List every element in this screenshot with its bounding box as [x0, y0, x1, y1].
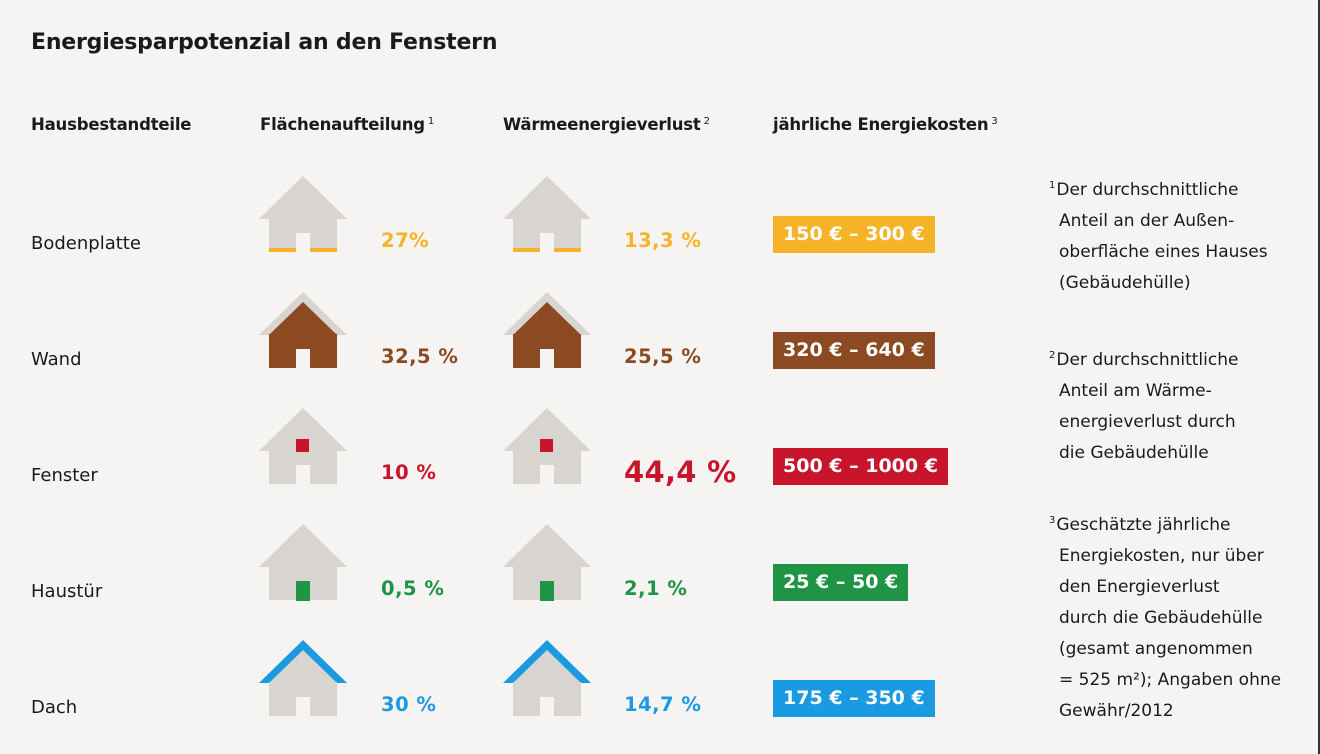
row-label-wall: Wand	[31, 349, 82, 370]
heat-loss-value: 13,3 %	[624, 229, 702, 252]
house-icon	[503, 524, 591, 601]
footnote-line: energieverlust durch	[1059, 412, 1236, 432]
footnote-1: 1Der durchschnittliche Anteil an der Auße…	[1049, 170, 1268, 299]
footnote-line: durch die Gebäudehülle	[1059, 608, 1263, 628]
header-hausbestandteile: Hausbestandteile	[31, 115, 192, 134]
house-icon	[503, 292, 591, 369]
footnote-2: 2Der durchschnittliche Anteil am Wärme-en…	[1049, 340, 1238, 469]
house-icon	[503, 640, 591, 717]
footnote-marker: 3	[1049, 515, 1056, 526]
footnote-line: 1Der durchschnittliche	[1049, 180, 1239, 200]
footnote-line: Energiekosten, nur über	[1059, 546, 1264, 566]
house-area-floor	[259, 174, 347, 260]
house-loss-floor	[503, 174, 591, 260]
footnote-line: den Energieverlust	[1059, 577, 1220, 597]
cost-badge: 25 € – 50 €	[773, 564, 909, 601]
footnote-line: Anteil am Wärme-	[1059, 381, 1212, 401]
header-flaechenaufteilung: Flächenaufteilung 1	[260, 115, 435, 134]
cost-badge: 320 € – 640 €	[773, 332, 935, 369]
footnote-line: Gewähr/2012	[1059, 701, 1174, 721]
row-label-roof: Dach	[31, 697, 78, 718]
area-share-value: 10 %	[381, 461, 437, 484]
house-area-window	[259, 406, 347, 492]
footnote-line: die Gebäudehülle	[1059, 443, 1209, 463]
house-icon	[503, 176, 591, 253]
footnote-line: (Gebäudehülle)	[1059, 273, 1191, 293]
house-area-roof	[259, 638, 347, 724]
row-label-floor: Bodenplatte	[31, 233, 141, 254]
house-icon	[259, 292, 347, 369]
right-border	[1318, 0, 1320, 754]
heat-loss-value: 14,7 %	[624, 693, 702, 716]
footnote-line: 2Der durchschnittliche	[1049, 350, 1239, 370]
header-waermeenergieverlust: Wärmeenergieverlust 2	[503, 115, 710, 134]
header-energiekosten: jährliche Energiekosten 3	[773, 115, 998, 134]
house-loss-wall	[503, 290, 591, 376]
area-share-value: 0,5 %	[381, 577, 445, 600]
footnote-marker: 1	[1049, 180, 1056, 191]
row-label-door: Haustür	[31, 581, 103, 602]
house-loss-roof	[503, 638, 591, 724]
area-share-value: 27%	[381, 229, 430, 252]
heat-loss-value: 25,5 %	[624, 345, 702, 368]
footnote-line: = 525 m²); Angaben ohne	[1059, 670, 1282, 690]
house-icon	[259, 176, 347, 253]
house-area-door	[259, 522, 347, 608]
chart-title: Energiesparpotenzial an den Fenstern	[31, 30, 498, 55]
house-area-wall	[259, 290, 347, 376]
house-icon	[259, 640, 347, 717]
house-icon	[503, 408, 591, 485]
footnote-marker: 2	[1049, 350, 1056, 361]
heat-loss-value: 2,1 %	[624, 577, 688, 600]
footnote-line: 3Geschätzte jährliche	[1049, 515, 1231, 535]
area-share-value: 32,5 %	[381, 345, 459, 368]
footnote-3: 3Geschätzte jährliche Energiekosten, nur …	[1049, 505, 1281, 727]
cost-badge: 150 € – 300 €	[773, 216, 935, 253]
cost-badge: 500 € – 1000 €	[773, 448, 948, 485]
footnote-line: (gesamt angenommen	[1059, 639, 1253, 659]
house-loss-window	[503, 406, 591, 492]
heat-loss-value: 44,4 %	[624, 455, 737, 489]
house-icon	[259, 524, 347, 601]
house-icon	[259, 408, 347, 485]
area-share-value: 30 %	[381, 693, 437, 716]
footnote-line: oberfläche eines Hauses	[1059, 242, 1268, 262]
house-loss-door	[503, 522, 591, 608]
row-label-window: Fenster	[31, 465, 98, 486]
footnote-line: Anteil an der Außen-	[1059, 211, 1235, 231]
cost-badge: 175 € – 350 €	[773, 680, 935, 717]
